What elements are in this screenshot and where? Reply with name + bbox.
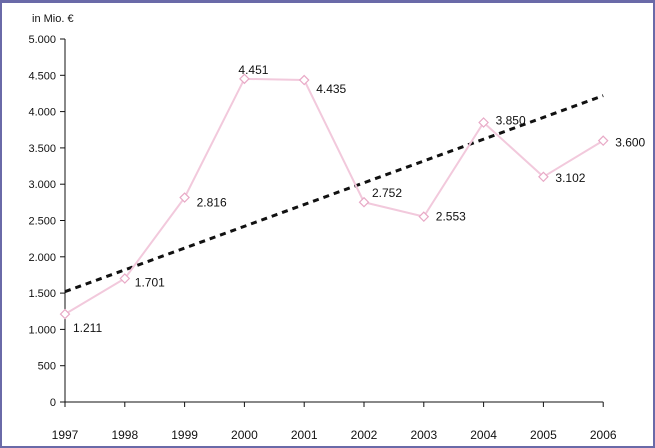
y-tick-label: 0 [50, 397, 56, 409]
y-tick-label: 500 [38, 361, 56, 373]
data-point-marker [478, 117, 489, 128]
data-point-marker [358, 196, 370, 208]
data-label: 1.701 [135, 276, 165, 290]
series-line [64, 77, 604, 315]
y-tick-label: 2.000 [28, 252, 56, 264]
x-tick-label: 2001 [291, 428, 318, 442]
data-label: 1.211 [73, 321, 102, 335]
y-tick-label: 2.500 [28, 216, 56, 228]
data-point-marker [59, 308, 71, 320]
data-point-marker [538, 171, 549, 183]
data-label: 3.600 [615, 136, 645, 150]
y-tick-label: 3.500 [28, 143, 56, 155]
data-point-marker [239, 73, 250, 85]
data-label: 3.102 [555, 171, 585, 185]
trendline [64, 94, 604, 294]
x-tick-label: 2004 [470, 428, 497, 442]
series-group [59, 73, 609, 320]
x-tick-label: 1999 [171, 428, 198, 442]
x-tick-label: 2003 [410, 428, 437, 442]
x-tick-label: 1997 [52, 428, 79, 442]
data-label: 4.435 [316, 82, 346, 96]
y-tick-label: 4.500 [28, 70, 56, 82]
x-tick-label: 1998 [111, 428, 138, 442]
y-tick-label: 1.000 [28, 324, 56, 336]
line-chart: 0 500 1.000 1.500 2.000 2.500 3.000 3.500 4.000 4… [28, 13, 646, 442]
data-point-marker [597, 135, 609, 146]
x-tick-label: 2005 [530, 428, 557, 442]
x-tick-label: 2000 [231, 428, 258, 442]
data-label: 2.816 [197, 196, 227, 210]
y-tick-label: 3.000 [28, 179, 56, 191]
data-point-marker [298, 74, 310, 86]
data-label: 4.451 [238, 63, 268, 77]
y-tick-label: 5.000 [28, 34, 56, 46]
y-tick-label: 1.500 [28, 288, 56, 300]
data-point-marker [119, 273, 131, 284]
y-tick-label: 4.000 [28, 107, 56, 119]
data-label: 3.850 [496, 113, 526, 127]
x-tick-label: 2002 [351, 428, 378, 442]
trendline-group [64, 94, 604, 294]
axes: 0 500 1.000 1.500 2.000 2.500 3.000 3.500 4.000 4… [28, 13, 616, 442]
x-tick-label: 2006 [590, 428, 617, 442]
data-label: 2.553 [436, 210, 466, 224]
labels-group: 1.211 1.701 2.816 4.451 4.435 2.752 2.553 3.850… [73, 63, 646, 335]
data-point-marker [418, 211, 430, 223]
data-label: 2.752 [372, 186, 402, 200]
data-point-marker [179, 192, 190, 203]
y-axis-unit-label: in Mio. € [32, 13, 74, 25]
